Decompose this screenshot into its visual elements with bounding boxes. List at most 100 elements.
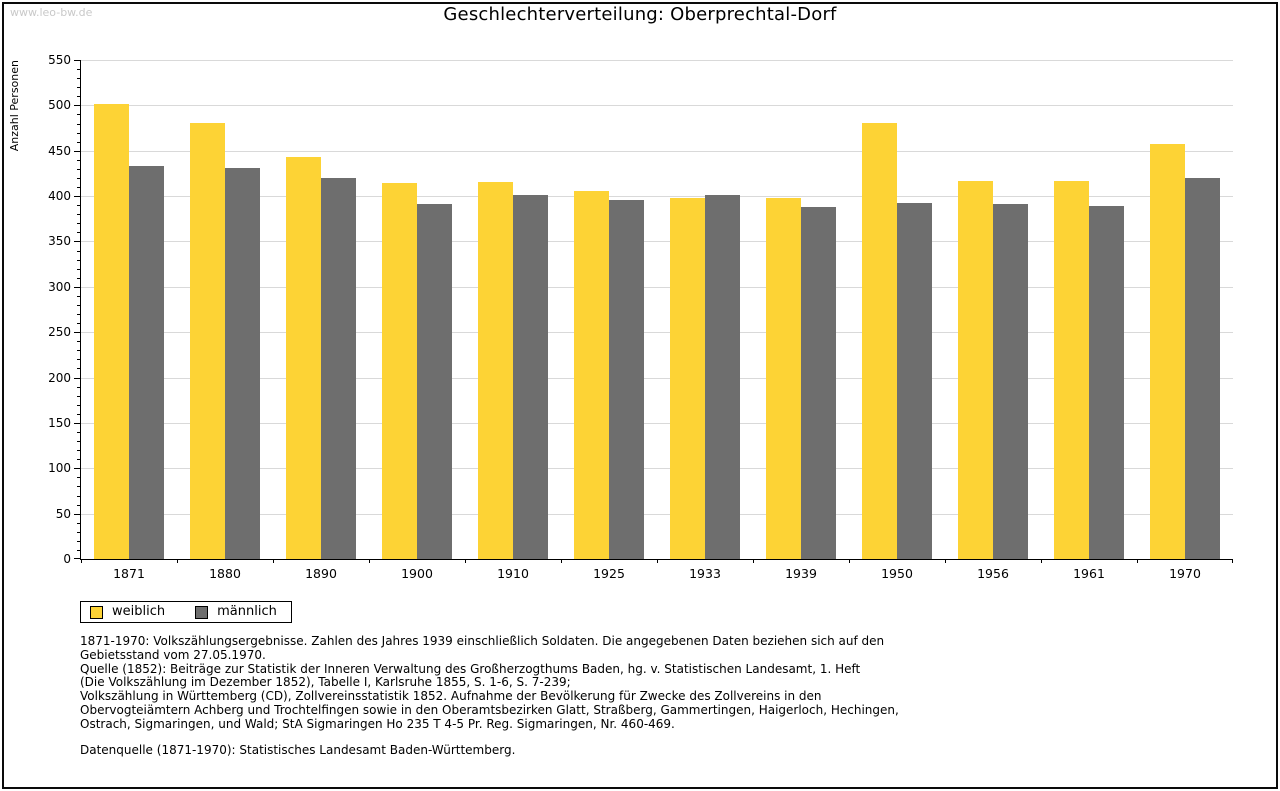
plot-area: 0 50 100 150 200 250 300 350 400 450 500 550 1871 188…: [48, 53, 1233, 581]
x-boundary-tick: [177, 559, 178, 563]
y-minor-tick: [77, 386, 81, 388]
footnote-line: Ostrach, Sigmaringen, und Wald; StA Sigm…: [80, 716, 675, 731]
bar-group-1970: [1137, 60, 1233, 559]
y-minor-tick: [77, 441, 81, 443]
y-axis-title: Anzahl Personen: [8, 60, 21, 152]
x-tick-label: 1871: [113, 566, 145, 581]
y-minor-tick: [77, 232, 81, 234]
gridline: [81, 241, 1233, 243]
x-tick-label: 1910: [497, 566, 529, 581]
y-minor-tick: [77, 431, 81, 433]
y-minor-tick: [77, 295, 81, 297]
gridline: [81, 513, 1233, 515]
x-boundary-tick: [561, 559, 562, 563]
legend-swatch-weiblich: [90, 605, 103, 619]
legend-swatch-männlich: [195, 605, 209, 619]
y-minor-tick: [77, 323, 81, 325]
y-minor-tick: [77, 359, 81, 361]
bar-group-1925: [561, 60, 657, 559]
x-tick-label: 1950: [881, 566, 913, 581]
footnote-block: 1871-1970: Volkszählungsergebnisse. Zahl…: [80, 634, 899, 732]
y-tick-label: 500: [48, 98, 71, 113]
bar-weiblich-1939: [766, 198, 801, 559]
y-major-tick: [74, 286, 81, 288]
y-minor-tick: [77, 477, 81, 479]
y-tick-label: 250: [48, 325, 71, 340]
bar-group-1961: [1041, 60, 1137, 559]
bar-männlich-1956: [993, 204, 1028, 559]
y-minor-tick: [77, 540, 81, 542]
y-minor-tick: [77, 404, 81, 406]
bar-männlich-1900: [417, 204, 452, 559]
bar-weiblich-1880: [190, 123, 225, 559]
bar-weiblich-1910: [478, 182, 513, 559]
y-tick-label: 50: [55, 506, 71, 521]
y-minor-tick: [77, 159, 81, 161]
gridline: [81, 196, 1233, 198]
bar-weiblich-1900: [382, 183, 417, 559]
chart-title: Geschlechterverteilung: Oberprechtal-Dor…: [443, 4, 837, 25]
y-minor-tick: [77, 531, 81, 533]
y-minor-tick: [77, 132, 81, 134]
bar-group-1950: [849, 60, 945, 559]
x-tick-label: 1925: [593, 566, 625, 581]
y-minor-tick: [77, 304, 81, 306]
y-minor-tick: [77, 350, 81, 352]
y-major-tick: [74, 332, 81, 334]
y-minor-tick: [77, 250, 81, 252]
gridline: [81, 422, 1233, 424]
y-minor-tick: [77, 549, 81, 551]
x-boundary-tick: [753, 559, 754, 563]
gridline: [81, 105, 1233, 107]
y-minor-tick: [77, 187, 81, 189]
y-major-tick: [74, 60, 81, 61]
footnote-line: (Die Volkszählung im Dezember 1852), Tab…: [80, 675, 571, 690]
y-minor-tick: [77, 78, 81, 80]
y-tick-label: 300: [48, 279, 71, 294]
y-major-tick: [74, 468, 81, 470]
bar-weiblich-1925: [574, 191, 609, 559]
bar-weiblich-1956: [958, 181, 993, 559]
y-major-tick: [74, 150, 81, 152]
bar-weiblich-1890: [286, 157, 321, 559]
y-tick-label: 400: [48, 189, 71, 204]
gridline: [81, 60, 1233, 61]
bar-group-1956: [945, 60, 1041, 559]
bar-weiblich-1961: [1054, 181, 1089, 559]
legend-label: männlich: [217, 604, 277, 619]
bar-männlich-1939: [801, 207, 836, 559]
y-minor-tick: [77, 114, 81, 116]
y-minor-tick: [77, 223, 81, 225]
y-minor-tick: [77, 205, 81, 207]
x-boundary-tick: [1232, 559, 1233, 563]
y-minor-tick: [77, 450, 81, 452]
watermark-text: www.leo-bw.de: [10, 6, 93, 19]
bar-group-1910: [465, 60, 561, 559]
bar-männlich-1880: [225, 168, 260, 559]
x-tick-label: 1939: [785, 566, 817, 581]
y-minor-tick: [77, 395, 81, 397]
footnote-line: Obervogteiämtern Achberg und Trochtelfin…: [80, 702, 899, 717]
x-boundary-tick: [849, 559, 850, 563]
footnote-line: Gebietsstand vom 27.05.1970.: [80, 647, 266, 662]
y-tick-label: 100: [48, 461, 71, 476]
footnote-line: Volkszählung in Württemberg (CD), Zollve…: [80, 689, 822, 704]
y-minor-tick: [77, 504, 81, 506]
gridline: [81, 468, 1233, 470]
y-minor-tick: [77, 495, 81, 497]
y-minor-tick: [77, 214, 81, 216]
y-major-tick: [74, 105, 81, 107]
legend-item-männlich: männlich: [195, 605, 277, 619]
y-tick-label: 550: [48, 53, 71, 67]
bar-männlich-1910: [513, 195, 548, 559]
x-boundary-tick: [1137, 559, 1138, 563]
footnote-line: Quelle (1852): Beiträge zur Statistik de…: [80, 661, 861, 676]
x-boundary-tick: [465, 559, 466, 563]
x-boundary-tick: [1041, 559, 1042, 563]
x-boundary-tick: [945, 559, 946, 563]
legend-label: weiblich: [112, 604, 166, 619]
legend-item-weiblich: weiblich: [90, 605, 165, 619]
y-tick-label: 450: [48, 143, 71, 158]
y-minor-tick: [77, 268, 81, 270]
y-minor-tick: [77, 368, 81, 370]
